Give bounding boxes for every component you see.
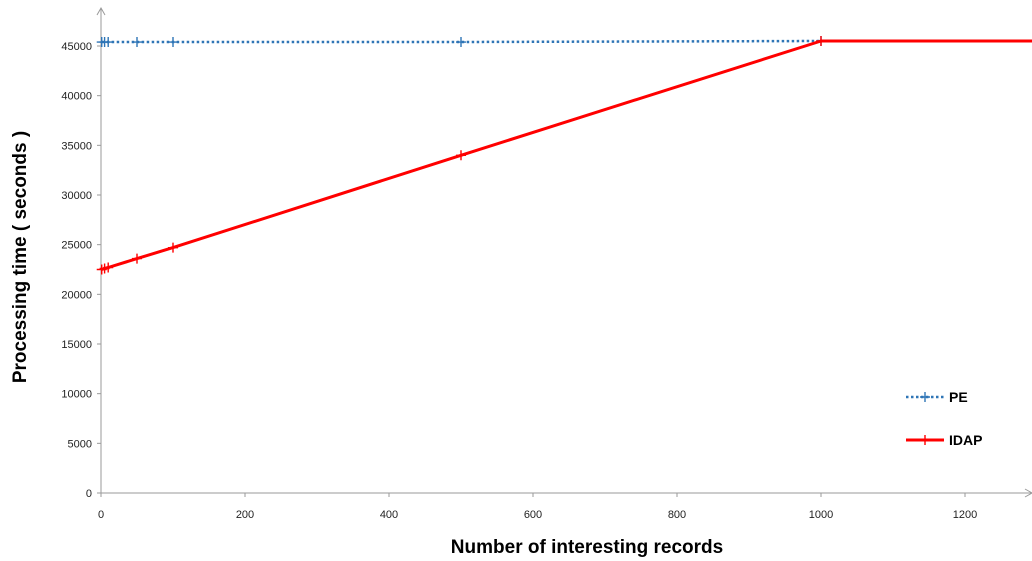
data-point-marker	[168, 242, 178, 253]
axes	[96, 6, 1032, 498]
legend-label-pe: PE	[949, 389, 968, 405]
x-axis-arrow	[1024, 488, 1032, 498]
series-line	[101, 39, 1032, 271]
x-axis-ticks: 0 200 400 600 800 1000 1200	[98, 493, 977, 521]
y-tick-label: 0	[86, 488, 92, 500]
x-tick-label: 200	[236, 509, 254, 521]
x-axis-title: Number of interesting records	[451, 537, 723, 558]
y-tick-label: 30000	[61, 190, 92, 202]
y-axis-ticks: 0 5000 10000 15000 20000 25000 30000 35000 40000…	[61, 41, 101, 500]
data-point-marker	[103, 37, 114, 48]
legend: PE IDAP	[906, 389, 982, 448]
x-tick-label: 600	[524, 509, 542, 521]
y-axis-arrow	[96, 6, 106, 16]
x-tick-label: 400	[380, 509, 398, 521]
x-tick-label: 0	[98, 509, 104, 521]
y-tick-label: 10000	[61, 389, 92, 401]
y-tick-label: 45000	[61, 41, 92, 53]
data-point-marker	[132, 37, 142, 48]
data-point-marker	[816, 36, 826, 47]
legend-label-idap: IDAP	[949, 432, 982, 448]
y-tick-label: 5000	[68, 438, 92, 450]
data-point-marker	[168, 37, 178, 48]
data-point-marker	[456, 37, 466, 48]
x-tick-label: 1200	[953, 509, 977, 521]
data-point-marker	[456, 150, 466, 161]
x-tick-label: 1000	[809, 509, 833, 521]
data-point-marker	[103, 262, 114, 273]
y-tick-label: 15000	[61, 339, 92, 351]
y-axis-title: Processing time ( seconds )	[10, 131, 31, 383]
data-point-marker	[132, 253, 142, 264]
data-point-marker	[920, 392, 930, 402]
y-tick-label: 25000	[61, 240, 92, 252]
series-idap	[96, 36, 1032, 275]
series-layer	[96, 36, 1032, 275]
y-tick-label: 35000	[61, 140, 92, 152]
data-point-marker	[920, 435, 930, 445]
x-tick-label: 800	[668, 509, 686, 521]
y-tick-label: 20000	[61, 289, 92, 301]
y-tick-label: 40000	[61, 91, 92, 103]
